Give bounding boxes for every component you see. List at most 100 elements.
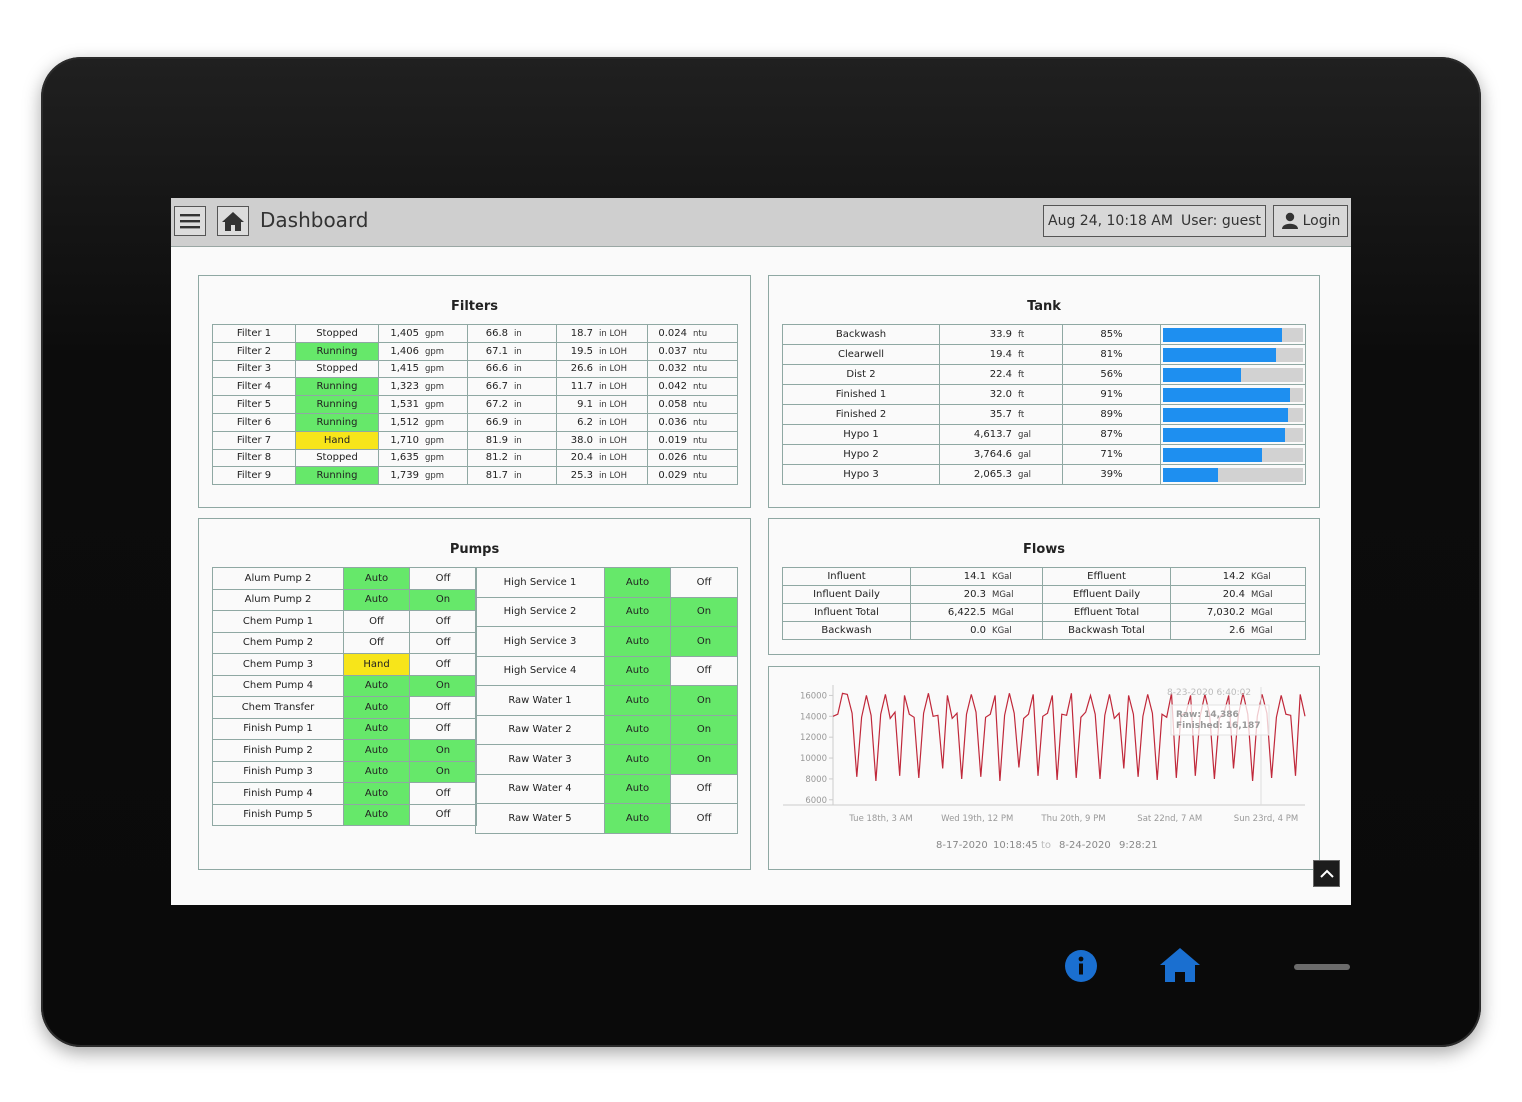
pump-row[interactable]: Raw Water 2 Auto On [475,714,738,745]
info-hardware-button[interactable] [1064,949,1098,983]
flow-value: 14.2 KGal [1170,567,1306,586]
pump-row[interactable]: Finish Pump 5 Auto Off [212,803,477,826]
flow-row[interactable]: Influent Daily 20.3 MGal Effluent Daily 20.4… [782,585,1306,604]
filter-flow-value: 1,635 [390,452,419,464]
filter-loh-value: 19.5 [570,345,593,357]
flow-name: Backwash [782,621,911,640]
tank-level: 3,764.6 gal [939,444,1063,465]
pump-row[interactable]: Finish Pump 4 Auto Off [212,782,477,805]
pump-row[interactable]: Finish Pump 3 Auto On [212,760,477,783]
tank-percent: 87% [1062,424,1161,445]
pump-row[interactable]: Chem Pump 2 Off Off [212,631,477,654]
pump-row[interactable]: Raw Water 4 Auto Off [475,773,738,804]
pump-row[interactable]: Finish Pump 1 Auto Off [212,717,477,740]
tank-row[interactable]: Backwash 33.9 ft 85% [782,324,1306,345]
filter-row[interactable]: Filter 7 Hand 1,710 gpm 81.9 in 38.0 in LOH 0.01… [212,430,738,450]
flow-row[interactable]: Influent Total 6,422.5 MGal Effluent Total 7… [782,603,1306,622]
filter-level: 81.2 in [467,448,557,468]
pump-row[interactable]: Chem Transfer Auto Off [212,696,477,719]
tank-row[interactable]: Dist 2 22.4 ft 56% [782,364,1306,385]
tank-bar-track [1163,327,1303,342]
filter-name: Filter 3 [212,359,296,379]
pump-row[interactable]: Raw Water 1 Auto On [475,685,738,716]
tank-row[interactable]: Finished 2 35.7 ft 89% [782,404,1306,425]
tank-level-unit: ft [1018,370,1025,380]
tank-percent: 91% [1062,384,1161,405]
tank-percent: 81% [1062,344,1161,365]
tank-level-bar [1160,364,1306,385]
flow-row[interactable]: Backwash 0.0 KGal Backwash Total 2.6 MGal [782,621,1306,640]
filter-loh-unit: in LOH [599,471,627,482]
pump-mode: Auto [604,803,671,834]
tank-level-value: 22.4 [989,369,1012,380]
pump-mode: Auto [604,744,671,775]
pump-name: Chem Pump 4 [212,674,344,697]
home-hardware-button[interactable] [1158,945,1202,985]
filter-row[interactable]: Filter 8 Stopped 1,635 gpm 81.2 in 20.4 in LOH 0… [212,448,738,468]
tank-bar-track [1163,427,1303,442]
pump-row[interactable]: Chem Pump 1 Off Off [212,610,477,633]
pump-mode: Auto [343,674,410,697]
filter-level: 66.9 in [467,412,557,432]
tank-row[interactable]: Hypo 1 4,613.7 gal 87% [782,424,1306,445]
pump-row[interactable]: Finish Pump 2 Auto On [212,739,477,762]
filter-row[interactable]: Filter 4 Running 1,323 gpm 66.7 in 11.7 in LOH 0… [212,377,738,397]
filter-row[interactable]: Filter 2 Running 1,406 gpm 67.1 in 19.5 in LOH 0… [212,341,738,361]
pump-row[interactable]: Alum Pump 2 Auto On [212,588,477,611]
pump-row[interactable]: Raw Water 3 Auto On [475,744,738,775]
tank-level-bar [1160,444,1306,465]
home-button[interactable] [217,206,249,236]
pump-name: Finish Pump 4 [212,782,344,805]
login-button[interactable]: Login [1273,205,1348,237]
home-icon [222,212,244,231]
pump-row[interactable]: Chem Pump 3 Hand Off [212,653,477,676]
pump-name: Finish Pump 5 [212,803,344,826]
filter-level-value: 67.2 [485,399,508,411]
tank-level-value: 35.7 [989,409,1012,420]
tank-row[interactable]: Hypo 2 3,764.6 gal 71% [782,444,1306,465]
pump-row[interactable]: Chem Pump 4 Auto On [212,674,477,697]
trend-chart[interactable]: 16000 14000 12000 10000 8000 6000 Tue 18th, 3 … [769,667,1318,868]
menu-hardware-button[interactable] [1294,964,1350,970]
pump-row[interactable]: Alum Pump 2 Auto Off [212,567,477,590]
flow-value-unit: MGal [1251,590,1273,600]
pump-row[interactable]: High Service 3 Auto On [475,626,738,657]
flow-row[interactable]: Influent 14.1 KGal Effluent 14.2 KGal [782,567,1306,586]
flow-value-value: 20.3 [963,589,986,600]
filter-row[interactable]: Filter 6 Running 1,512 gpm 66.9 in 6.2 in LOH 0.… [212,412,738,432]
tank-row[interactable]: Clearwell 19.4 ft 81% [782,344,1306,365]
filter-status: Hand [295,430,379,450]
filter-row[interactable]: Filter 9 Running 1,739 gpm 81.7 in 25.3 in LOH 0… [212,466,738,486]
tank-bar-fill [1163,427,1285,442]
filter-turbidity-value: 0.026 [658,452,687,464]
filter-row[interactable]: Filter 5 Running 1,531 gpm 67.2 in 9.1 in LOH 0.… [212,395,738,414]
filter-row[interactable]: Filter 3 Stopped 1,415 gpm 66.6 in 26.6 in LOH 0… [212,359,738,379]
tank-row[interactable]: Hypo 3 2,065.3 gal 39% [782,464,1306,485]
filter-flow: 1,406 gpm [378,341,468,361]
filter-flow-unit: gpm [425,417,445,428]
filter-status: Running [295,395,379,414]
menu-button[interactable] [174,206,206,236]
filter-row[interactable]: Filter 1 Stopped 1,405 gpm 66.8 in 18.7 in LOH 0… [212,324,738,343]
filter-flow: 1,405 gpm [378,324,468,343]
filter-turbidity: 0.032 ntu [647,359,738,379]
filter-flow-value: 1,531 [390,399,419,411]
filter-turbidity: 0.024 ntu [647,324,738,343]
pumps-panel: Pumps Alum Pump 2 Auto Off Alum Pump 2 Auto O… [198,518,751,870]
scroll-top-button[interactable] [1313,860,1340,887]
flow-value-value: 14.2 [1222,571,1245,582]
pump-row[interactable]: High Service 2 Auto On [475,596,738,627]
tank-name: Hypo 3 [782,464,940,485]
pump-row[interactable]: High Service 1 Auto Off [475,567,738,598]
flow-value-unit: KGal [992,572,1012,582]
pump-state: On [670,596,738,627]
pump-row[interactable]: High Service 4 Auto Off [475,655,738,686]
tank-table: Backwash 33.9 ft 85% Clearwell 19.4 ft 81% Dist … [782,324,1306,485]
pump-row[interactable]: Raw Water 5 Auto Off [475,803,738,834]
filter-flow-unit: gpm [425,400,445,411]
filter-turbidity-value: 0.019 [658,434,687,446]
filter-loh-value: 26.6 [570,363,593,375]
flow-value-unit: KGal [992,626,1012,636]
tank-row[interactable]: Finished 1 32.0 ft 91% [782,384,1306,405]
pump-state: On [409,739,477,762]
